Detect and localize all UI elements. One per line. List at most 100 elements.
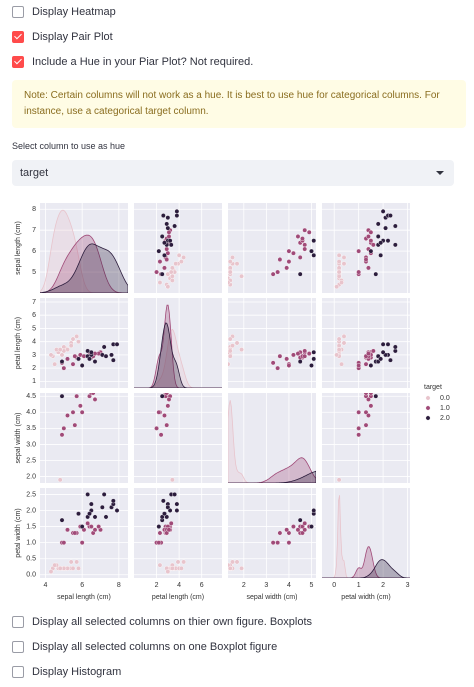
scatter-point xyxy=(366,397,371,402)
checkbox[interactable]: Display Pair Plot xyxy=(12,29,113,45)
checkbox-box xyxy=(12,666,24,678)
scatter-point xyxy=(311,356,316,362)
scatter-point xyxy=(61,365,67,371)
scatter-point xyxy=(375,234,381,239)
scatter-point xyxy=(164,393,170,396)
scatter-point xyxy=(228,269,233,275)
scatter-point xyxy=(309,363,314,368)
scatter-point xyxy=(336,269,342,275)
scatter-point xyxy=(228,348,233,354)
scatter-point xyxy=(368,363,374,368)
panel xyxy=(228,393,316,483)
scatter-point xyxy=(165,403,171,409)
scatter-point xyxy=(228,361,231,367)
scatter-point xyxy=(160,498,166,504)
scatter-point xyxy=(82,388,86,392)
kde-area xyxy=(228,470,316,483)
scatter-point xyxy=(92,359,98,364)
scatter-point xyxy=(336,273,342,279)
scatter-point xyxy=(85,388,89,392)
checkbox[interactable]: Display all selected columns on thier ow… xyxy=(12,614,312,630)
panel xyxy=(134,488,222,578)
scatter-point xyxy=(48,352,54,358)
panel xyxy=(134,388,222,488)
scatter-point xyxy=(297,517,303,523)
scatter-point xyxy=(174,508,180,513)
scatter-point xyxy=(175,559,181,565)
panel-content xyxy=(134,388,222,488)
scatter-point xyxy=(166,397,172,402)
x-tick-label: 4 xyxy=(44,582,48,589)
scatter-point xyxy=(101,492,107,497)
panel xyxy=(228,488,316,578)
scatter-point xyxy=(228,280,231,285)
scatter-point xyxy=(300,236,305,241)
scatter-point xyxy=(168,269,174,275)
scatter-point xyxy=(156,248,162,254)
scatter-point xyxy=(302,227,308,233)
scatter-point xyxy=(87,356,92,362)
checkbox[interactable]: Display Heatmap xyxy=(12,4,116,20)
scatter-point xyxy=(103,514,109,520)
panel xyxy=(228,298,316,388)
kde-area xyxy=(322,559,410,578)
pairplot: 5 6 7 8 sepal length (cm) 4 6 8 sepal length (cm… xyxy=(15,203,450,601)
checkbox[interactable]: Include a Hue in your Piar Plot? Not req… xyxy=(12,54,253,70)
scatter-point xyxy=(228,353,233,359)
scatter-point xyxy=(178,259,184,265)
scatter-point xyxy=(336,347,342,353)
scatter-point xyxy=(110,498,116,504)
scatter-point xyxy=(165,271,171,277)
checkbox-label: Display all selected columns on thier ow… xyxy=(32,616,313,628)
scatter-point xyxy=(286,540,292,546)
kde-area xyxy=(40,234,128,293)
scatter-point xyxy=(370,242,376,248)
x-axis-label: petal length (cm) xyxy=(152,594,204,601)
y-tick-label: 0.0 xyxy=(26,572,36,579)
scatter-point xyxy=(230,343,235,349)
scatter-point xyxy=(65,356,70,362)
scatter-point xyxy=(72,530,78,536)
scatter-point xyxy=(72,353,78,359)
kde-area xyxy=(134,322,222,388)
scatter-point xyxy=(156,409,162,415)
scatter-point xyxy=(176,484,180,488)
x-tick-label: 4 xyxy=(287,582,291,589)
scatter-point xyxy=(336,477,342,483)
scatter-point xyxy=(368,238,374,244)
scatter-point xyxy=(76,511,81,517)
scatter-point xyxy=(239,347,244,353)
scatter-point xyxy=(101,344,107,350)
scatter-point xyxy=(302,527,308,533)
scatter-point xyxy=(61,540,67,546)
panel xyxy=(228,203,316,293)
checkbox-label: Include a Hue in your Piar Plot? Not req… xyxy=(32,56,254,68)
scatter-point xyxy=(76,339,81,345)
y-tick-label: 5 xyxy=(32,325,36,332)
select-box[interactable]: target xyxy=(12,160,454,186)
scatter-point xyxy=(363,257,369,262)
scatter-point xyxy=(228,336,233,342)
scatter-point xyxy=(157,530,163,536)
panel-bg xyxy=(134,298,222,388)
scatter-point xyxy=(336,259,342,265)
x-tick-label: 6 xyxy=(80,582,84,589)
scatter-point xyxy=(165,388,169,392)
scatter-point xyxy=(368,248,374,254)
scatter-point xyxy=(72,422,78,428)
checkbox[interactable]: Display Histogram xyxy=(12,664,121,680)
scatter-point xyxy=(311,349,316,355)
scatter-point xyxy=(275,540,281,546)
scatter-point xyxy=(378,252,384,258)
scatter-point xyxy=(154,425,159,431)
panel xyxy=(40,203,128,293)
scatter-point xyxy=(228,565,233,571)
scatter-point xyxy=(334,284,340,290)
scatter-point xyxy=(228,259,233,265)
scatter-point xyxy=(57,477,63,483)
scatter-point xyxy=(356,425,362,431)
checkbox[interactable]: Display all selected columns on one Boxp… xyxy=(12,639,277,655)
x-tick-label: 1 xyxy=(357,582,361,589)
scatter-point xyxy=(392,242,398,248)
y-tick-label: 1.0 xyxy=(26,539,36,546)
